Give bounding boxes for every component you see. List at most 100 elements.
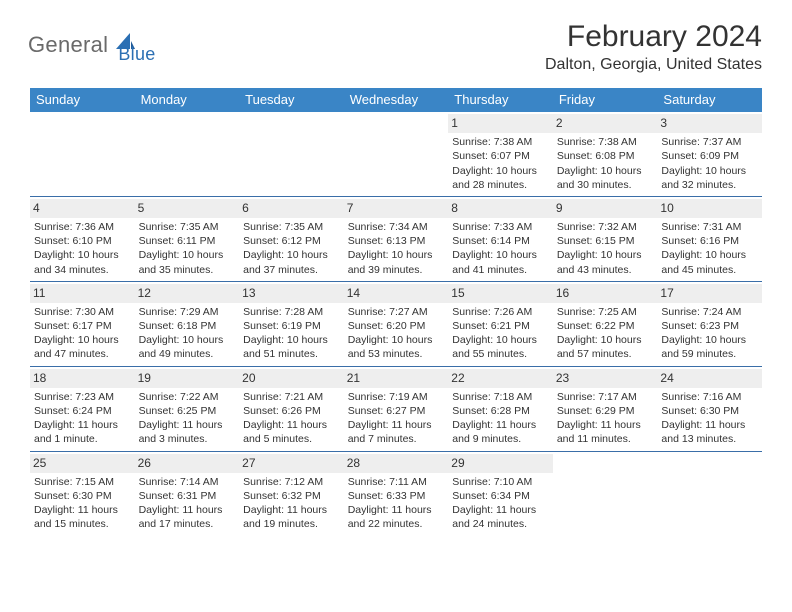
day-cell: 13Sunrise: 7:28 AMSunset: 6:19 PMDayligh… xyxy=(239,282,344,366)
day-number: 15 xyxy=(448,284,553,303)
sunrise-text: Sunrise: 7:18 AM xyxy=(452,390,549,404)
day-cell: 2 Sunrise: 7:38 AMSunset: 6:08 PMDaylight… xyxy=(553,112,658,196)
daylight-text: Daylight: 10 hours and 49 minutes. xyxy=(139,333,236,361)
day-cell: 25 Sunrise: 7:15 AMSunset: 6:30 PMDayligh… xyxy=(30,452,135,536)
day-headers-row: SundayMondayTuesdayWednesdayThursdayFrid… xyxy=(30,88,762,112)
day-text: Sunrise: 7:15 AMSunset: 6:30 PMDaylight:… xyxy=(33,475,131,532)
sunset-text: Sunset: 6:18 PM xyxy=(139,319,236,333)
day-header-tuesday: Tuesday xyxy=(239,88,344,112)
day-number: 24 xyxy=(657,369,762,388)
day-number: 25 xyxy=(30,454,135,473)
logo: General Blue xyxy=(28,20,156,65)
sunrise-text: Sunrise: 7:24 AM xyxy=(661,305,758,319)
sunset-text: Sunset: 6:07 PM xyxy=(452,149,549,163)
sunset-text: Sunset: 6:31 PM xyxy=(139,489,236,503)
sunset-text: Sunset: 6:33 PM xyxy=(348,489,445,503)
day-cell: 7Sunrise: 7:34 AMSunset: 6:13 PMDaylight… xyxy=(344,197,449,281)
day-cell: 14Sunrise: 7:27 AMSunset: 6:20 PMDayligh… xyxy=(344,282,449,366)
day-number: 2 xyxy=(553,114,658,133)
day-number: 11 xyxy=(30,284,135,303)
daylight-text: Daylight: 10 hours and 37 minutes. xyxy=(243,248,340,276)
sunrise-text: Sunrise: 7:32 AM xyxy=(557,220,654,234)
daylight-text: Daylight: 11 hours and 3 minutes. xyxy=(139,418,236,446)
day-text: Sunrise: 7:18 AMSunset: 6:28 PMDaylight:… xyxy=(451,390,549,447)
daylight-text: Daylight: 10 hours and 39 minutes. xyxy=(348,248,445,276)
sunset-text: Sunset: 6:29 PM xyxy=(557,404,654,418)
day-number: 3 xyxy=(657,114,762,133)
day-header-saturday: Saturday xyxy=(657,88,762,112)
sunset-text: Sunset: 6:30 PM xyxy=(34,489,131,503)
day-cell-empty xyxy=(553,452,658,536)
day-cell-empty xyxy=(239,112,344,196)
day-text: Sunrise: 7:38 AMSunset: 6:07 PMDaylight:… xyxy=(451,135,549,192)
day-cell: 5Sunrise: 7:35 AMSunset: 6:11 PMDaylight… xyxy=(135,197,240,281)
sunset-text: Sunset: 6:21 PM xyxy=(452,319,549,333)
sunrise-text: Sunrise: 7:33 AM xyxy=(452,220,549,234)
day-text: Sunrise: 7:32 AMSunset: 6:15 PMDaylight:… xyxy=(556,220,654,277)
day-header-monday: Monday xyxy=(135,88,240,112)
sunset-text: Sunset: 6:09 PM xyxy=(661,149,758,163)
weeks-container: 1Sunrise: 7:38 AMSunset: 6:07 PMDaylight… xyxy=(30,112,762,535)
sunrise-text: Sunrise: 7:26 AM xyxy=(452,305,549,319)
day-cell: 11Sunrise: 7:30 AMSunset: 6:17 PMDayligh… xyxy=(30,282,135,366)
title-block: February 2024 Dalton, Georgia, United St… xyxy=(545,20,762,74)
sunset-text: Sunset: 6:27 PM xyxy=(348,404,445,418)
sunrise-text: Sunrise: 7:11 AM xyxy=(348,475,445,489)
day-header-wednesday: Wednesday xyxy=(344,88,449,112)
sunset-text: Sunset: 6:08 PM xyxy=(557,149,654,163)
daylight-text: Daylight: 10 hours and 51 minutes. xyxy=(243,333,340,361)
sunrise-text: Sunrise: 7:28 AM xyxy=(243,305,340,319)
day-number: 4 xyxy=(30,199,135,218)
sunset-text: Sunset: 6:10 PM xyxy=(34,234,131,248)
daylight-text: Daylight: 10 hours and 55 minutes. xyxy=(452,333,549,361)
daylight-text: Daylight: 10 hours and 28 minutes. xyxy=(452,164,549,192)
header: General Blue February 2024 Dalton, Georg… xyxy=(0,0,792,82)
day-text: Sunrise: 7:22 AMSunset: 6:25 PMDaylight:… xyxy=(138,390,236,447)
daylight-text: Daylight: 10 hours and 59 minutes. xyxy=(661,333,758,361)
sunset-text: Sunset: 6:28 PM xyxy=(452,404,549,418)
day-number: 16 xyxy=(553,284,658,303)
daylight-text: Daylight: 11 hours and 11 minutes. xyxy=(557,418,654,446)
daylight-text: Daylight: 11 hours and 1 minute. xyxy=(34,418,131,446)
day-cell: 12Sunrise: 7:29 AMSunset: 6:18 PMDayligh… xyxy=(135,282,240,366)
day-cell: 20Sunrise: 7:21 AMSunset: 6:26 PMDayligh… xyxy=(239,367,344,451)
sunset-text: Sunset: 6:11 PM xyxy=(139,234,236,248)
daylight-text: Daylight: 11 hours and 19 minutes. xyxy=(243,503,340,531)
day-number: 28 xyxy=(344,454,449,473)
daylight-text: Daylight: 10 hours and 32 minutes. xyxy=(661,164,758,192)
daylight-text: Daylight: 10 hours and 53 minutes. xyxy=(348,333,445,361)
day-cell: 6Sunrise: 7:35 AMSunset: 6:12 PMDaylight… xyxy=(239,197,344,281)
sunset-text: Sunset: 6:30 PM xyxy=(661,404,758,418)
day-number: 7 xyxy=(344,199,449,218)
daylight-text: Daylight: 11 hours and 9 minutes. xyxy=(452,418,549,446)
sunrise-text: Sunrise: 7:38 AM xyxy=(557,135,654,149)
daylight-text: Daylight: 10 hours and 34 minutes. xyxy=(34,248,131,276)
sunset-text: Sunset: 6:26 PM xyxy=(243,404,340,418)
day-header-thursday: Thursday xyxy=(448,88,553,112)
daylight-text: Daylight: 11 hours and 5 minutes. xyxy=(243,418,340,446)
daylight-text: Daylight: 11 hours and 17 minutes. xyxy=(139,503,236,531)
sunrise-text: Sunrise: 7:16 AM xyxy=(661,390,758,404)
day-cell: 1Sunrise: 7:38 AMSunset: 6:07 PMDaylight… xyxy=(448,112,553,196)
day-text: Sunrise: 7:38 AMSunset: 6:08 PMDaylight:… xyxy=(556,135,654,192)
sunrise-text: Sunrise: 7:19 AM xyxy=(348,390,445,404)
day-text: Sunrise: 7:11 AMSunset: 6:33 PMDaylight:… xyxy=(347,475,445,532)
sunrise-text: Sunrise: 7:12 AM xyxy=(243,475,340,489)
day-text: Sunrise: 7:27 AMSunset: 6:20 PMDaylight:… xyxy=(347,305,445,362)
daylight-text: Daylight: 11 hours and 22 minutes. xyxy=(348,503,445,531)
sunset-text: Sunset: 6:24 PM xyxy=(34,404,131,418)
day-cell: 24Sunrise: 7:16 AMSunset: 6:30 PMDayligh… xyxy=(657,367,762,451)
day-text: Sunrise: 7:14 AMSunset: 6:31 PMDaylight:… xyxy=(138,475,236,532)
sunrise-text: Sunrise: 7:35 AM xyxy=(139,220,236,234)
day-cell: 17Sunrise: 7:24 AMSunset: 6:23 PMDayligh… xyxy=(657,282,762,366)
day-number: 29 xyxy=(448,454,553,473)
week-row: 4Sunrise: 7:36 AMSunset: 6:10 PMDaylight… xyxy=(30,196,762,281)
daylight-text: Daylight: 10 hours and 41 minutes. xyxy=(452,248,549,276)
day-cell: 29Sunrise: 7:10 AMSunset: 6:34 PMDayligh… xyxy=(448,452,553,536)
daylight-text: Daylight: 11 hours and 24 minutes. xyxy=(452,503,549,531)
sunrise-text: Sunrise: 7:25 AM xyxy=(557,305,654,319)
day-number: 20 xyxy=(239,369,344,388)
daylight-text: Daylight: 10 hours and 57 minutes. xyxy=(557,333,654,361)
sunset-text: Sunset: 6:12 PM xyxy=(243,234,340,248)
sunset-text: Sunset: 6:23 PM xyxy=(661,319,758,333)
